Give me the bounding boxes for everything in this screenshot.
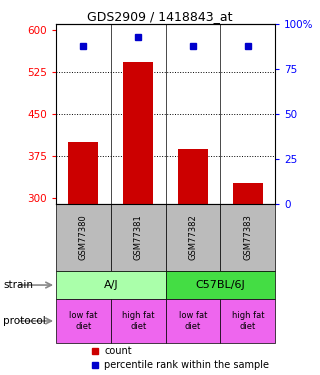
Bar [166,299,220,342]
Bar [56,271,166,299]
Text: high fat
diet: high fat diet [232,311,264,331]
Bar [166,271,275,299]
Text: A/J: A/J [103,280,118,290]
Bar [220,204,275,271]
Bar [123,62,153,204]
Text: protocol: protocol [3,316,46,326]
Text: strain: strain [3,280,33,290]
Bar [220,299,275,342]
Text: count: count [104,345,132,355]
Text: GSM77381: GSM77381 [134,214,143,260]
Bar [233,183,263,204]
Text: C57BL/6J: C57BL/6J [196,280,245,290]
Text: low fat
diet: low fat diet [179,311,207,331]
Bar [111,204,166,271]
Text: GDS2909 / 1418843_at: GDS2909 / 1418843_at [87,10,233,24]
Bar [68,142,99,204]
Text: GSM77380: GSM77380 [79,214,88,260]
Text: GSM77383: GSM77383 [243,214,252,260]
Bar [178,149,208,204]
Bar [111,299,166,342]
Bar [56,299,111,342]
Bar [166,204,220,271]
Text: GSM77382: GSM77382 [188,214,197,260]
Bar [56,204,111,271]
Text: high fat
diet: high fat diet [122,311,155,331]
Text: low fat
diet: low fat diet [69,311,98,331]
Text: percentile rank within the sample: percentile rank within the sample [104,360,269,370]
